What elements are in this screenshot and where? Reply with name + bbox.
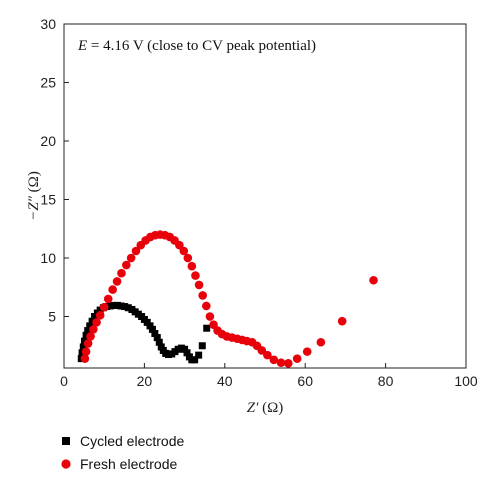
data-point-fresh [89, 325, 98, 334]
data-point-cycled [113, 301, 121, 309]
x-axis-ticks: 0 20 40 60 80 100 [60, 363, 478, 389]
data-point-fresh [92, 318, 101, 327]
legend-marker-cycled [62, 437, 70, 445]
annotation-var: E [77, 38, 87, 54]
data-point-cycled [148, 325, 156, 333]
x-tick-label: 40 [217, 373, 233, 389]
legend-marker-fresh [61, 459, 71, 469]
series-fresh-electrode [80, 230, 378, 368]
data-point-cycled [143, 318, 151, 326]
y-tick-label: 30 [40, 16, 56, 32]
data-point-cycled [81, 337, 89, 345]
legend: Cycled electrode Fresh electrode [61, 433, 184, 472]
data-point-fresh [187, 261, 197, 271]
data-point-fresh [103, 294, 113, 304]
annotation-text: E = 4.16 V (close to CV peak potential) [77, 38, 316, 54]
data-point-cycled [117, 302, 125, 310]
data-point-fresh [292, 354, 302, 363]
data-point-fresh [337, 316, 347, 326]
data-point-fresh [369, 275, 378, 285]
x-tick-label: 0 [60, 373, 68, 389]
data-point-fresh [276, 358, 286, 368]
data-point-fresh [302, 347, 312, 356]
y-tick-label: 10 [40, 250, 56, 266]
data-point-fresh [126, 253, 136, 263]
data-point-fresh [131, 246, 141, 256]
data-point-fresh [191, 271, 200, 280]
y-axis-label-unit: (Ω) [26, 171, 42, 196]
data-point-fresh [80, 354, 90, 363]
x-tick-label: 100 [454, 373, 478, 389]
y-axis-label: −Z″ (Ω) [26, 171, 42, 221]
data-point-cycled [84, 327, 92, 335]
data-point-cycled [86, 322, 94, 330]
data-point-fresh [316, 337, 326, 347]
data-point-fresh [263, 350, 272, 360]
data-point-fresh [99, 302, 109, 312]
y-axis-label-var: −Z″ [26, 195, 42, 220]
data-point-cycled [124, 304, 132, 312]
y-tick-label: 25 [40, 75, 56, 91]
plot-area [63, 23, 467, 369]
data-point-fresh [83, 339, 93, 348]
data-point-fresh [112, 277, 122, 286]
data-point-fresh [198, 291, 207, 300]
data-point-fresh [108, 285, 117, 294]
series-cycled-electrode [77, 301, 211, 364]
x-axis-label-unit: (Ω) [258, 400, 283, 416]
data-point-fresh [122, 260, 131, 270]
data-point-cycled [153, 334, 161, 342]
data-point-cycled [198, 342, 206, 350]
data-point-cycled [203, 324, 211, 332]
data-point-cycled [146, 322, 154, 330]
y-tick-label: 5 [48, 309, 56, 325]
x-axis-label-var: Z′ [247, 400, 259, 416]
data-point-cycled [82, 331, 90, 339]
data-point-cycled [110, 301, 118, 309]
data-point-fresh [117, 268, 126, 278]
x-tick-label: 20 [137, 373, 153, 389]
data-point-cycled [106, 302, 114, 310]
data-point-cycled [157, 343, 165, 351]
data-point-fresh [194, 280, 204, 290]
data-point-fresh [183, 253, 193, 263]
data-point-cycled [195, 351, 203, 359]
data-point-fresh [95, 311, 105, 320]
data-point-fresh [86, 332, 95, 341]
data-point-fresh [175, 240, 184, 250]
legend-label-fresh: Fresh electrode [80, 456, 177, 472]
data-point-fresh [284, 359, 293, 368]
data-point-cycled [121, 303, 129, 311]
data-point-cycled [181, 345, 189, 353]
data-point-cycled [151, 329, 159, 337]
y-tick-label: 20 [40, 133, 56, 149]
x-axis-label: Z′ (Ω) [247, 400, 284, 416]
y-tick-label: 15 [40, 192, 56, 208]
annotation-eq: = 4.16 V (close to CV peak potential) [87, 38, 316, 54]
x-tick-label: 80 [378, 373, 394, 389]
data-point-fresh [269, 355, 279, 365]
data-point-cycled [191, 356, 199, 364]
data-point-cycled [79, 343, 87, 351]
data-point-fresh [81, 347, 91, 356]
legend-label-cycled: Cycled electrode [80, 433, 184, 449]
data-point-cycled [155, 338, 163, 346]
data-point-fresh [205, 312, 215, 321]
x-tick-label: 60 [297, 373, 313, 389]
data-point-cycled [91, 313, 99, 321]
y-axis-ticks: 5 10 15 20 25 30 [40, 16, 69, 325]
data-point-fresh [257, 346, 267, 355]
data-point-fresh [179, 246, 189, 256]
data-point-cycled [88, 317, 96, 325]
data-point-cycled [183, 349, 191, 357]
data-point-fresh [202, 301, 211, 311]
